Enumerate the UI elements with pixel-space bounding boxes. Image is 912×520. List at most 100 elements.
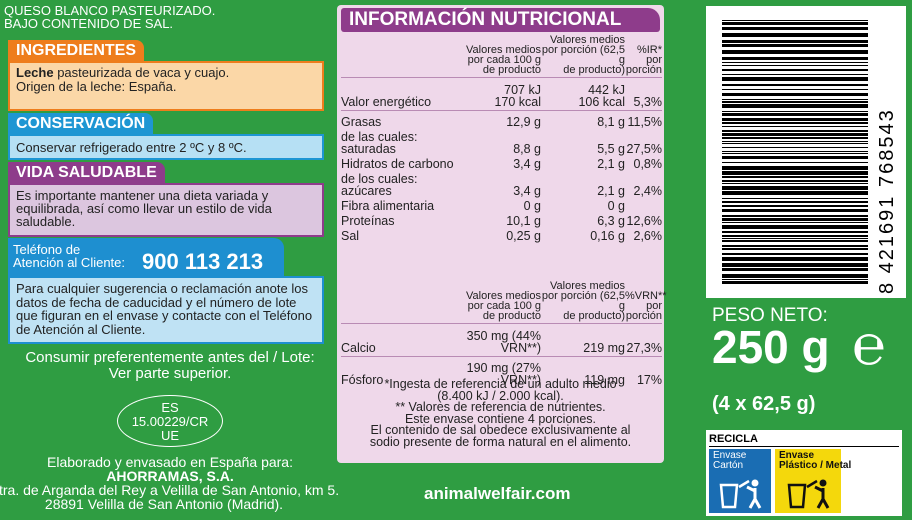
text-line: por bbox=[646, 54, 662, 66]
nutrition-table: Valores medios por cada 100 g de producto V… bbox=[341, 35, 662, 242]
storage-box: Conservar refrigerado entre 2 ºC y 8 ºC. bbox=[8, 134, 324, 160]
barcode-bar bbox=[722, 40, 868, 43]
barcode-bar bbox=[722, 274, 868, 278]
text-line: 12,9 g bbox=[506, 115, 541, 129]
text-line: 3,4 g bbox=[513, 157, 541, 171]
barcode-bar bbox=[722, 101, 868, 103]
text-line: datos de fecha de caducidad y el número … bbox=[16, 294, 297, 310]
nutrition-panel: INFORMACIÓN NUTRICIONAL Valores medios po… bbox=[337, 5, 667, 463]
text-line: Ctra. de Arganda del Rey a Velilla de Sa… bbox=[0, 482, 340, 498]
table-cell: 8,1 g bbox=[541, 115, 625, 129]
text-line: Hidratos de carbono bbox=[341, 157, 454, 171]
text-line: Plástico / Metal bbox=[779, 460, 852, 471]
table-cell: %IR* por porción bbox=[625, 45, 662, 78]
text-line: Fósforo bbox=[341, 373, 384, 387]
recycle-plastic: Envase Plástico / Metal bbox=[775, 449, 851, 513]
text-line: 0,8% bbox=[633, 157, 663, 171]
text-line: 350 mg (44% VRN**) bbox=[466, 329, 541, 355]
barcode-bar bbox=[722, 176, 868, 178]
table-cell: 2,4% bbox=[625, 184, 663, 198]
ingredients-text: pasteurizada de vaca y cuajo. bbox=[53, 65, 230, 80]
barcode-bar bbox=[722, 62, 868, 63]
barcode-bar bbox=[722, 180, 868, 182]
text-line: UE bbox=[160, 428, 180, 443]
text-line: de producto) bbox=[563, 64, 625, 76]
table-cell: 17% bbox=[625, 373, 662, 387]
text-line: *Ingesta de referencia de un adulto medi… bbox=[384, 377, 617, 391]
text-line: 11,5% bbox=[627, 115, 662, 129]
text-line: 170 kcal bbox=[494, 95, 541, 109]
text-line: 106 kcal bbox=[578, 95, 625, 109]
net-weight-units: (4 x 62,5 g) bbox=[712, 393, 816, 415]
text-line: Consumir preferentemente antes del / Lot… bbox=[25, 349, 315, 366]
table-cell: Proteínas bbox=[341, 215, 459, 228]
net-weight-label: PESO NETO: bbox=[712, 305, 828, 326]
table-cell: 0,25 g bbox=[459, 230, 541, 243]
table-cell: 10,1 g bbox=[459, 215, 541, 228]
text-line: Valores medios bbox=[550, 34, 625, 46]
text-line: por bbox=[646, 300, 662, 312]
barcode-digits: 8 421691 768543 bbox=[876, 108, 898, 294]
barcode-bar bbox=[722, 205, 868, 207]
table-cell: %VRN** por porción bbox=[625, 291, 667, 324]
table-cell: 27,3% bbox=[625, 342, 662, 357]
barcode-bar bbox=[722, 111, 868, 112]
table-cell bbox=[341, 75, 459, 78]
footnotes: *Ingesta de referencia de un adulto medi… bbox=[337, 377, 664, 448]
table-cell: Calcio bbox=[341, 342, 459, 357]
barcode-bar bbox=[722, 186, 868, 190]
text-line: QUESO BLANCO PASTEURIZADO. bbox=[4, 3, 216, 18]
product-name: QUESO BLANCO PASTEURIZADO. BAJO CONTENIDO… bbox=[4, 4, 215, 30]
text-line: saturadas bbox=[341, 142, 396, 156]
text-line: 8,1 g bbox=[597, 115, 625, 129]
text-line: Cartón bbox=[713, 460, 744, 471]
barcode-bar bbox=[722, 245, 868, 247]
text-line: ES bbox=[161, 400, 179, 415]
producer-intro: Elaborado y envasado en España para: bbox=[47, 454, 293, 470]
barcode-bar bbox=[722, 268, 868, 271]
best-before: Consumir preferentemente antes del / Lot… bbox=[0, 350, 340, 382]
healthy-title: VIDA SALUDABLE bbox=[8, 162, 165, 183]
table-cell: Valores medios por cada 100 g de producto bbox=[459, 45, 541, 78]
text-line: 3,4 g bbox=[513, 184, 541, 198]
text-line: 2,4% bbox=[633, 184, 663, 198]
text-line: 119 mg bbox=[584, 373, 625, 387]
table-cell: de los cuales: azúcares bbox=[341, 173, 459, 198]
text-line: azúcares bbox=[341, 184, 392, 198]
table-cell: 8,8 g bbox=[459, 143, 541, 156]
table-cell: Fósforo bbox=[341, 373, 459, 387]
text-line: Valores medios bbox=[550, 280, 625, 292]
text-line: 15.00229/CR bbox=[131, 414, 209, 429]
table-cell: 219 mg bbox=[541, 342, 625, 357]
barcode-bar bbox=[722, 171, 868, 175]
table-cell: 442 kJ 106 kcal bbox=[541, 84, 625, 111]
text-line: 219 mg bbox=[583, 341, 625, 355]
barcode-bar bbox=[722, 122, 868, 124]
barcode-bar bbox=[722, 93, 868, 96]
text-line: 2,1 g bbox=[597, 157, 625, 171]
barcode-bar bbox=[722, 137, 868, 139]
text-line: 2,1 g bbox=[597, 184, 625, 198]
barcode-bar bbox=[722, 133, 868, 136]
text-line: 5,3% bbox=[633, 95, 663, 109]
table-cell: 11,5% bbox=[625, 115, 662, 129]
text-line: por cada 100 g bbox=[467, 300, 541, 312]
phone-label: Teléfono de Atención al Cliente: bbox=[13, 243, 125, 269]
text-line: 27,3% bbox=[626, 341, 662, 355]
text-line: Es importante mantener una dieta variada… bbox=[16, 188, 269, 203]
minerals-table: Valores medios por cada 100 g de producto V… bbox=[341, 280, 667, 387]
barcode-bar bbox=[722, 183, 868, 184]
table-cell: Valor energético bbox=[341, 96, 459, 111]
text-line: (8.400 kJ / 2.000 kcal). bbox=[437, 388, 564, 403]
barcode-bar bbox=[722, 141, 868, 142]
text-line: 17% bbox=[636, 373, 662, 387]
phone-number: 900 113 213 bbox=[142, 249, 264, 274]
text-line: de producto) bbox=[563, 310, 625, 322]
barcode-bar bbox=[722, 279, 868, 280]
text-line: de las cuales: bbox=[341, 130, 418, 144]
barcode-bar bbox=[722, 248, 868, 250]
text-line: Grasas bbox=[341, 115, 382, 129]
text-line: Calcio bbox=[341, 341, 376, 355]
barcode-bar bbox=[722, 89, 868, 90]
text-line: 27,5% bbox=[626, 142, 662, 156]
